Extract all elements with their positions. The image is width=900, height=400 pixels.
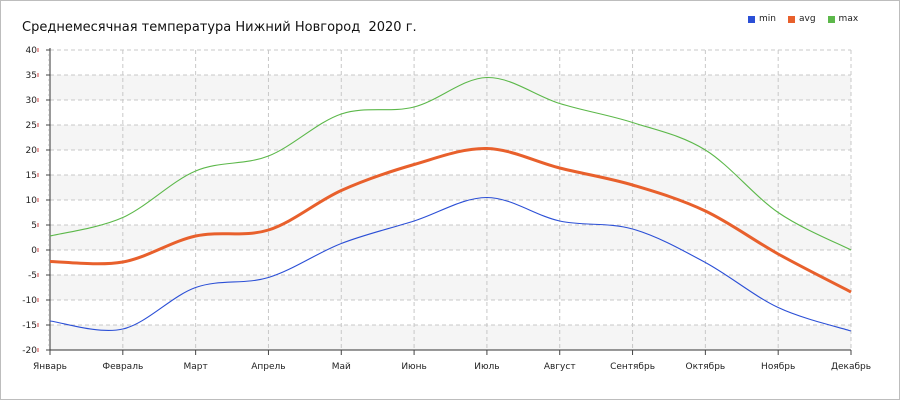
y-tick-label: -15 bbox=[22, 321, 37, 331]
legend-swatch bbox=[827, 15, 835, 23]
x-axis-ticks: Январь Февраль Март Апрель Май Июнь Июль Август… bbox=[33, 350, 871, 372]
legend-item-max: max bbox=[827, 14, 859, 24]
x-tick-label: Октябрь bbox=[685, 362, 725, 372]
x-tick-label: Июль bbox=[474, 362, 499, 372]
series-lines bbox=[49, 76, 852, 332]
x-tick-label: Февраль bbox=[102, 362, 143, 372]
y-tick-label: 10 bbox=[26, 196, 38, 206]
x-tick-label: Апрель bbox=[251, 362, 285, 372]
legend-label: max bbox=[838, 14, 859, 24]
y-tick-label: 40 bbox=[26, 46, 38, 56]
x-tick-label: Май bbox=[332, 362, 351, 372]
series-line-min bbox=[49, 196, 852, 332]
x-tick-label: Январь bbox=[33, 362, 67, 372]
y-tick-label: -20 bbox=[22, 346, 37, 356]
legend-label: avg bbox=[798, 14, 816, 24]
x-tick-label: Ноябрь bbox=[761, 362, 795, 372]
y-tick-label: -5 bbox=[28, 271, 37, 281]
series-line-max bbox=[49, 76, 852, 251]
background-band bbox=[50, 325, 851, 350]
y-tick-label: 0 bbox=[31, 246, 37, 256]
x-tick-label: Сентябрь bbox=[610, 362, 655, 372]
legend-item-avg: avg bbox=[787, 14, 816, 24]
x-tick-label: Июнь bbox=[401, 362, 427, 372]
y-tick-label: 35 bbox=[26, 71, 37, 81]
y-tick-label: 30 bbox=[26, 96, 38, 106]
y-axis-ticks: -20 -15 -10 -5 0 5 10 15 20 25 30 35 40 bbox=[22, 46, 50, 356]
legend-label: min bbox=[759, 14, 776, 24]
background-band bbox=[50, 275, 851, 300]
y-tick-label: 20 bbox=[26, 146, 38, 156]
series-line-avg bbox=[49, 146, 852, 294]
chart-legend: min avg max bbox=[748, 14, 858, 24]
legend-swatch bbox=[748, 15, 755, 23]
background-band bbox=[50, 175, 851, 200]
background-band bbox=[50, 225, 851, 250]
background-bands bbox=[50, 75, 851, 350]
legend-swatch bbox=[787, 15, 795, 23]
chart-title: Среднемесячная температура Нижний Новгор… bbox=[22, 20, 417, 35]
legend-item-min: min bbox=[748, 14, 776, 24]
y-tick-label: 5 bbox=[31, 221, 37, 231]
y-tick-label: 15 bbox=[26, 171, 37, 181]
x-tick-label: Март bbox=[184, 362, 208, 372]
background-band bbox=[50, 75, 851, 100]
x-tick-label: Август bbox=[544, 362, 576, 372]
background-band bbox=[50, 125, 851, 150]
y-tick-label: 25 bbox=[26, 121, 37, 131]
x-tick-label: Декабрь bbox=[831, 362, 871, 372]
y-tick-label: -10 bbox=[22, 296, 37, 306]
